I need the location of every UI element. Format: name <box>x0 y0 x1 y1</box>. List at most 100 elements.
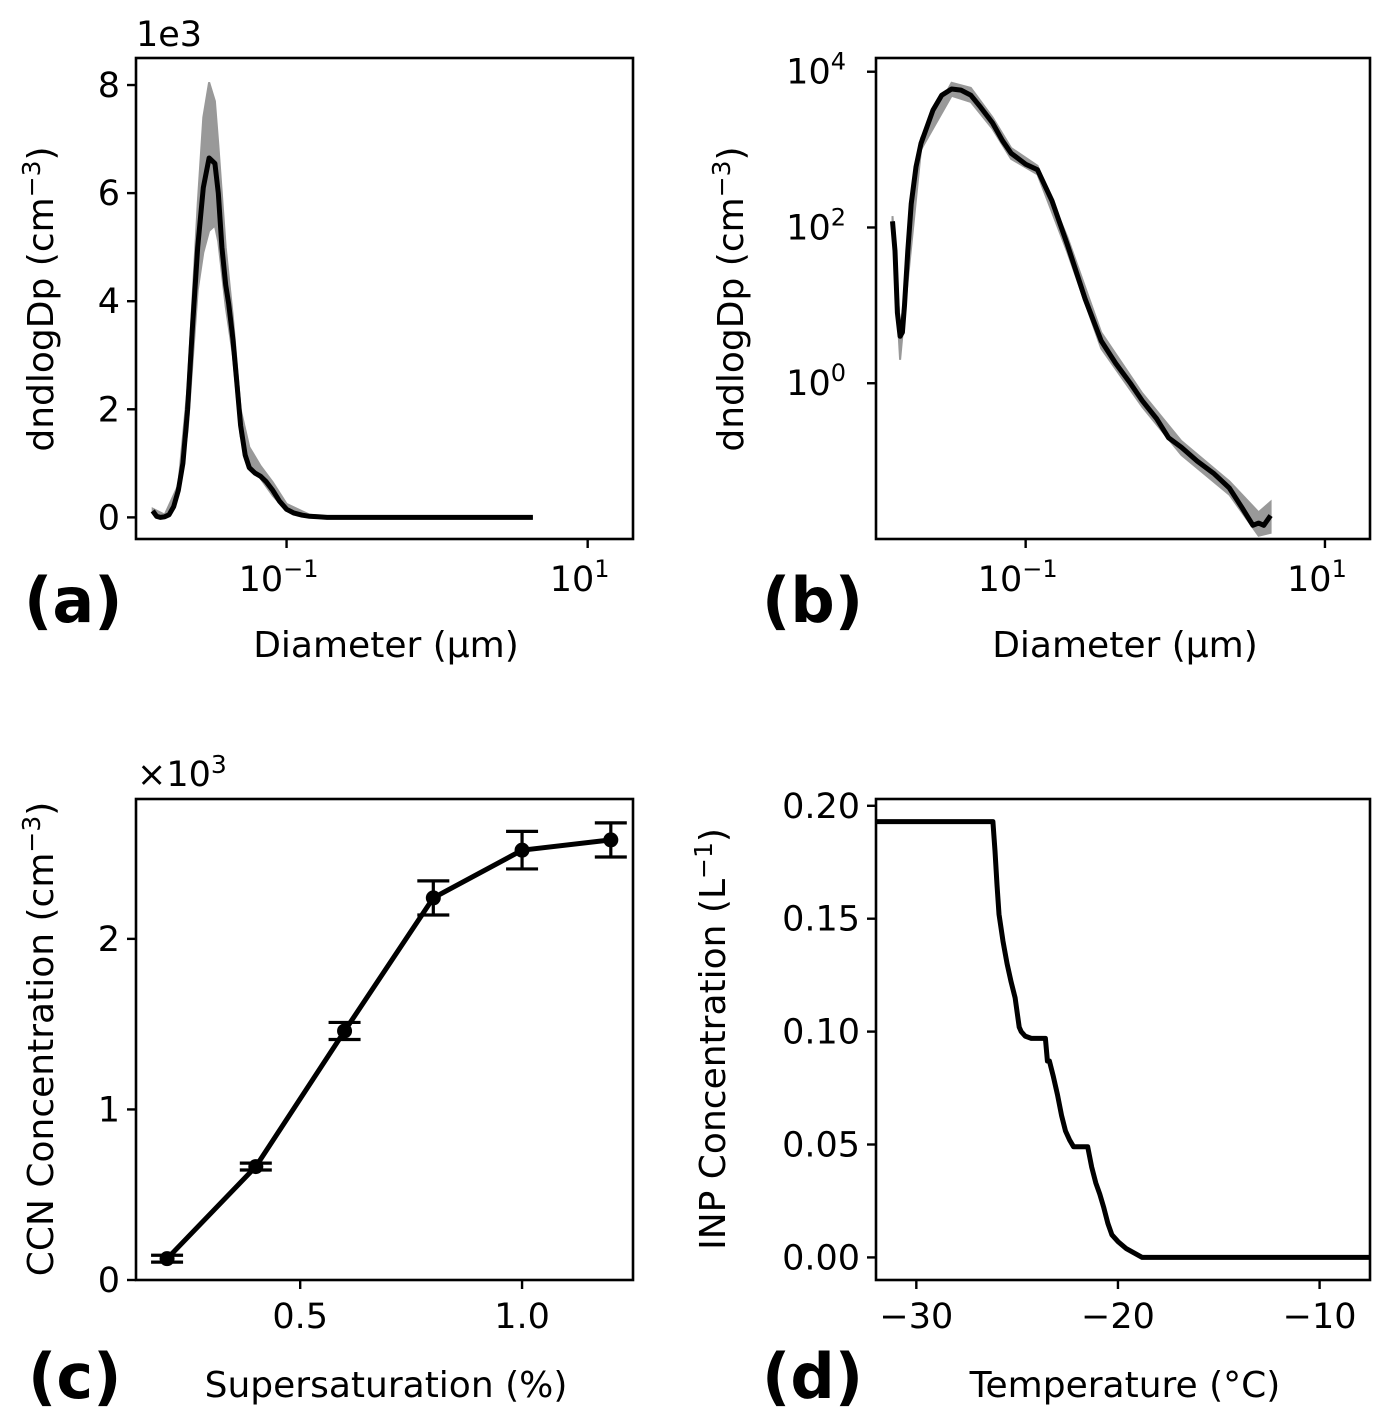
panel-c: 0.5 1.0 0 1 2 ×103 Supersaturation (%) CCN C… <box>17 750 635 1413</box>
data-point <box>425 890 441 906</box>
panel-label-a: (a) <box>24 564 123 637</box>
data-point <box>248 1159 264 1175</box>
series-group-a <box>150 82 533 520</box>
axes-frame-a <box>134 56 635 541</box>
series-group-c <box>151 821 627 1267</box>
x-axis-label-a: Diameter (μm) <box>253 625 519 666</box>
y-tick-label: 0.15 <box>782 900 860 940</box>
x-axis-label-c: Supersaturation (%) <box>205 1365 568 1406</box>
x-tick-label: 1.0 <box>494 1297 550 1337</box>
y-tick-label: 0.20 <box>782 787 860 827</box>
y-tick-label: 2 <box>98 390 120 430</box>
x-tick-label: −30 <box>879 1297 953 1337</box>
y-label-a-close: ) <box>21 146 62 160</box>
confidence-band-a <box>151 82 533 519</box>
y-tick-label-exp: 4 <box>831 48 846 76</box>
y-tick-label: 104 <box>786 48 846 93</box>
x-tick-label: 10−1 <box>978 555 1058 600</box>
y-label-b-close: ) <box>711 146 752 160</box>
panel-label-d: (d) <box>762 1340 863 1413</box>
x-tick-label-base: 10 <box>239 560 284 600</box>
y-tick-label: 102 <box>786 203 846 248</box>
x-axis-label-d: Temperature (°C) <box>969 1365 1281 1406</box>
y-label-d-main: INP Concentration (L <box>693 879 734 1250</box>
y-tick-label-base: 10 <box>786 208 831 248</box>
y-tick-label: 4 <box>98 282 120 322</box>
x-tick-label-exp: −1 <box>1022 555 1057 583</box>
x-tick-label: 10−1 <box>239 555 319 600</box>
ticks-c: 0.5 1.0 0 1 2 <box>98 920 550 1337</box>
line-inp-d <box>876 819 1370 1260</box>
y-label-c-close: ) <box>21 802 62 816</box>
panel-d: −30 −20 −10 0.00 0.05 0.10 0.15 0.20 Temperatur… <box>689 787 1372 1413</box>
offset-text-c: ×103 <box>137 750 227 795</box>
x-tick-label-base: 10 <box>978 560 1023 600</box>
axes-frame-d <box>874 797 1372 1282</box>
y-tick-label: 0.10 <box>782 1013 860 1053</box>
x-tick-label: 101 <box>550 555 610 600</box>
axes-frame-b <box>874 56 1372 541</box>
x-tick-label: −10 <box>1283 1297 1357 1337</box>
y-tick-label-base: 10 <box>786 53 831 93</box>
y-tick-label-base: 10 <box>786 364 831 404</box>
y-label-a-main: dndlogDp (cm <box>21 197 62 451</box>
series-group-b <box>890 81 1273 537</box>
data-point <box>159 1251 175 1267</box>
x-tick-label: 0.5 <box>272 1297 328 1337</box>
x-axis-label-b: Diameter (μm) <box>992 625 1258 666</box>
panel-label-b: (b) <box>762 564 863 637</box>
y-tick-label-exp: 2 <box>831 203 846 231</box>
confidence-band-b <box>891 81 1272 537</box>
y-axis-label-b: dndlogDp (cm−3) <box>707 146 752 451</box>
y-label-c-exp: −3 <box>17 816 46 853</box>
y-tick-label: 0 <box>98 498 120 538</box>
line-mean-a <box>150 155 533 520</box>
data-point <box>337 1023 353 1039</box>
y-axis-label-d: INP Concentration (L−1) <box>689 828 734 1250</box>
y-axis-label-a: dndlogDp (cm−3) <box>17 146 62 451</box>
ticks-d: −30 −20 −10 0.00 0.05 0.10 0.15 0.20 <box>782 787 1356 1337</box>
y-axis-label-c: CCN Concentration (cm−3) <box>17 802 62 1277</box>
y-tick-label: 8 <box>98 66 120 106</box>
y-label-b-exp: −3 <box>707 160 736 197</box>
x-tick-label-exp: 1 <box>1332 555 1347 583</box>
x-tick-label: 101 <box>1287 555 1347 600</box>
plot-area-b <box>890 81 1273 537</box>
line-mean-b <box>890 86 1273 528</box>
line-ccn-c <box>165 837 612 1261</box>
y-tick-label: 0.00 <box>782 1238 860 1278</box>
x-tick-label-exp: −1 <box>283 555 318 583</box>
series-group-d <box>876 819 1370 1260</box>
y-label-b-main: dndlogDp (cm <box>711 197 752 451</box>
y-label-a-exp: −3 <box>17 160 46 197</box>
offset-text-a: 1e3 <box>136 15 202 55</box>
plot-area-a <box>150 82 533 520</box>
plot-area-c <box>151 821 627 1267</box>
x-tick-label-base: 10 <box>1287 560 1332 600</box>
axes-frame-c <box>134 797 635 1282</box>
y-tick-label: 2 <box>98 920 120 960</box>
x-tick-label-base: 10 <box>550 560 595 600</box>
x-tick-label: −20 <box>1081 1297 1155 1337</box>
data-point <box>603 832 619 848</box>
y-tick-label: 100 <box>786 359 846 404</box>
y-tick-label: 0.05 <box>782 1126 860 1166</box>
y-tick-label: 1 <box>98 1090 120 1130</box>
y-tick-label: 0 <box>98 1261 120 1301</box>
y-tick-label-exp: 0 <box>831 359 846 387</box>
data-point <box>514 842 530 858</box>
offset-c-exp: 3 <box>211 750 227 779</box>
y-label-c-main: CCN Concentration (cm <box>21 853 62 1277</box>
y-tick-label: 6 <box>98 174 120 214</box>
x-tick-label-exp: 1 <box>594 555 609 583</box>
offset-c-base: ×10 <box>137 755 211 795</box>
panel-label-c: (c) <box>28 1340 121 1413</box>
plot-area-d <box>876 819 1370 1260</box>
y-label-d-exp: −1 <box>689 842 718 879</box>
y-label-d-close: ) <box>693 828 734 842</box>
